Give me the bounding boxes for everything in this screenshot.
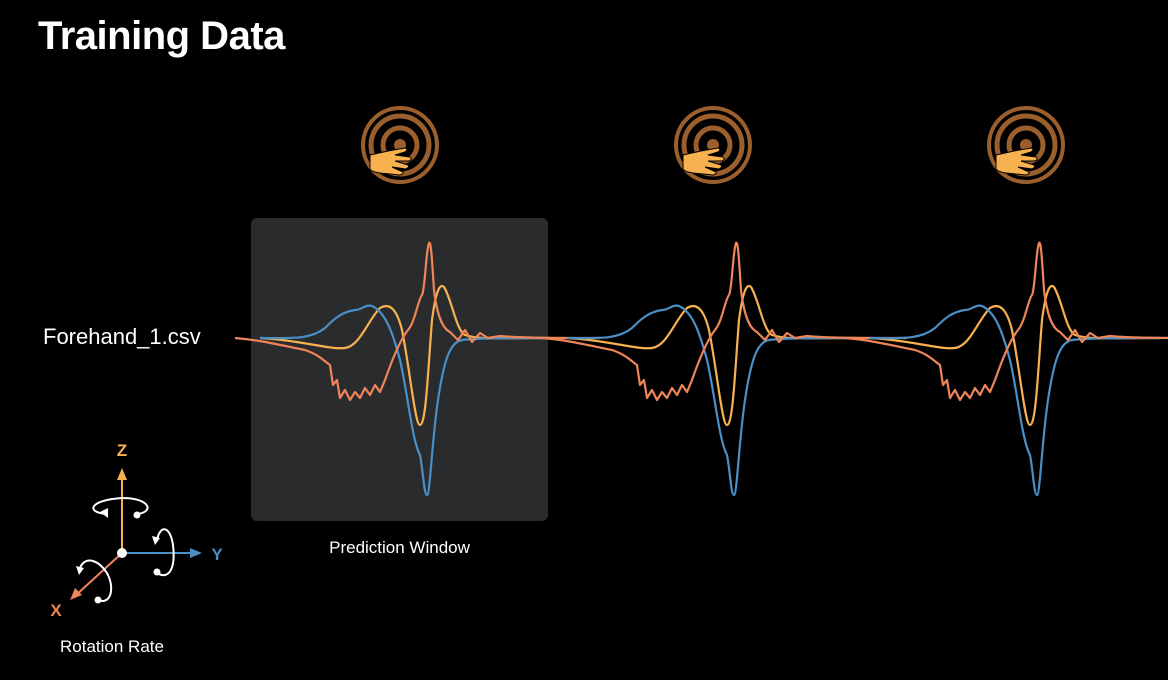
z-axis-label: Z: [117, 441, 127, 460]
prediction-window-label: Prediction Window: [329, 538, 470, 557]
rotation-axes-icon: [70, 468, 202, 604]
prediction-window: [251, 218, 548, 521]
hand-on-target-icon: [361, 106, 439, 184]
rotation-rate-label: Rotation Rate: [60, 637, 164, 656]
x-axis-label: X: [50, 601, 62, 620]
hand-on-target-icon: [676, 108, 750, 182]
page-title: Training Data: [38, 14, 285, 58]
pulse-1: [233, 241, 602, 497]
file-label: Forehand_1.csv: [43, 324, 201, 349]
pulse-3: [843, 241, 1168, 497]
y-axis-label: Y: [211, 545, 223, 564]
hand-on-target-icon: [989, 108, 1063, 182]
pulse-2: [540, 241, 909, 497]
